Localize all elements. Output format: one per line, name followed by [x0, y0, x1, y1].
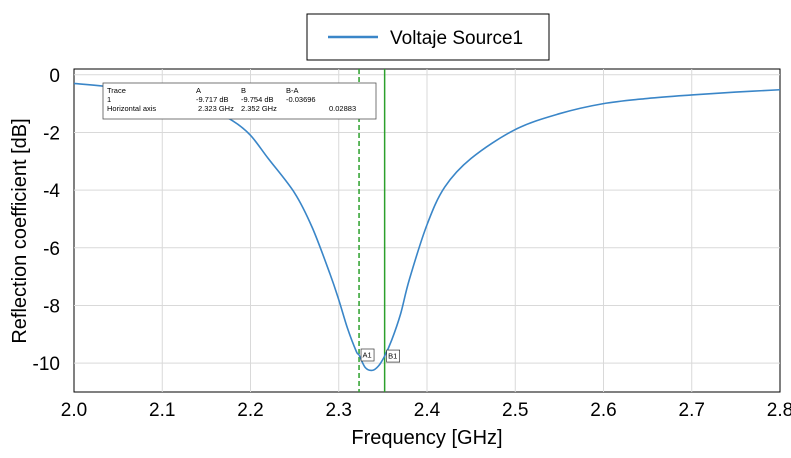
table-header-cell: Trace — [107, 86, 126, 95]
table-cell: -9.717 dB — [196, 95, 229, 104]
y-axis-title: Reflection coefficient [dB] — [9, 118, 31, 343]
series-line-voltaje-source1 — [73, 82, 781, 372]
measurement-table: Trace A B B-A 1 -9.717 dB -9.754 dB -0.03696 Hor… — [102, 82, 377, 120]
y-tick-label: -2 — [43, 123, 60, 144]
x-tick-label: 2.2 — [237, 400, 263, 421]
table-header-cell: B-A — [286, 86, 299, 95]
marker-label-box-a1 — [360, 348, 375, 362]
table-cell: 2.323 GHz — [198, 104, 234, 113]
grid — [74, 69, 780, 392]
x-tick-label: 2.3 — [326, 400, 352, 421]
table-cell: -0.03696 — [286, 95, 316, 104]
x-tick-label: 2.8 — [767, 400, 791, 421]
table-header-cell: A — [196, 86, 201, 95]
x-axis-title: Frequency [GHz] — [351, 427, 502, 449]
x-tick-label: 2.4 — [414, 400, 441, 421]
y-tick-label: -8 — [43, 296, 60, 317]
table-cell: 1 — [107, 95, 111, 104]
legend-entry-label: Voltaje Source1 — [390, 28, 523, 49]
y-tick-label: -6 — [43, 239, 60, 260]
table-cell: -9.754 dB — [241, 95, 274, 104]
marker-label-box-b1 — [386, 349, 400, 363]
table-cell: 2.352 GHz — [241, 104, 277, 113]
x-tick-label: 2.5 — [502, 400, 528, 421]
x-tick-label: 2.7 — [679, 400, 705, 421]
table-header-cell: B — [241, 86, 246, 95]
y-axis-ticks: 0 -2 -4 -6 -8 -10 — [33, 66, 61, 375]
marker-labels: A1 B1 — [360, 348, 400, 363]
y-tick-label: 0 — [49, 66, 60, 87]
x-tick-label: 2.0 — [61, 400, 87, 421]
y-tick-label: -10 — [33, 354, 60, 375]
marker-label-b1: B1 — [388, 352, 397, 361]
marker-label-a1: A1 — [363, 350, 372, 359]
table-cell: Horizontal axis — [107, 104, 156, 113]
legend: Voltaje Source1 — [306, 13, 550, 61]
x-tick-label: 2.1 — [149, 400, 175, 421]
y-tick-label: -4 — [43, 181, 60, 202]
measurement-table-box — [102, 82, 377, 120]
x-axis-ticks: 2.0 2.1 2.2 2.3 2.4 2.5 2.6 2.7 2.8 — [61, 400, 791, 421]
x-tick-label: 2.6 — [590, 400, 616, 421]
marker-lines — [358, 69, 386, 392]
table-cell: 0.02883 — [329, 104, 356, 113]
